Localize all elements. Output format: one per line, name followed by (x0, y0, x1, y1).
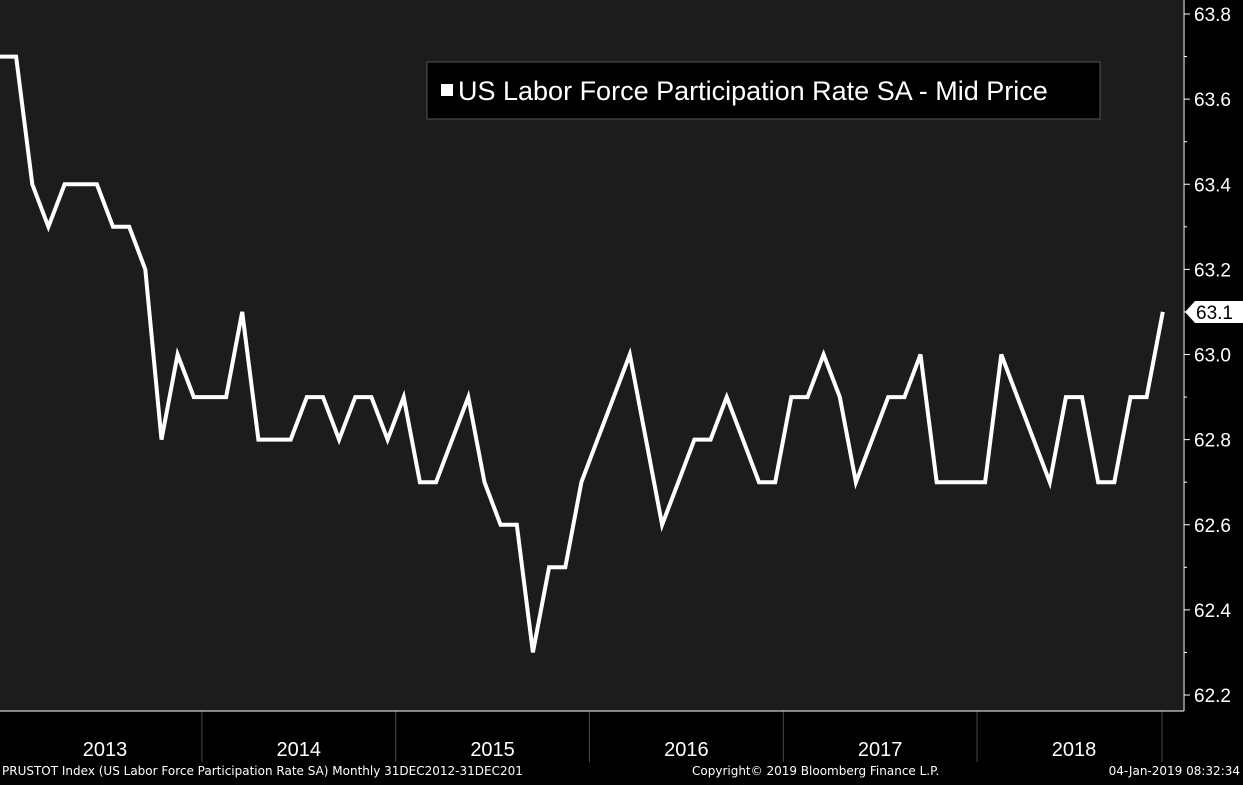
x-tick-label: 2018 (1052, 739, 1097, 761)
y-tick-label: 62.6 (1194, 516, 1231, 537)
legend-square-icon (441, 84, 453, 96)
x-tick-label: 2013 (83, 739, 128, 761)
y-axis: 62.2 62.4 62.6 62.8 63.0 63.2 63.4 63.6 63.8 (1183, 0, 1231, 711)
legend-box (426, 61, 1101, 120)
legend-label: US Labor Force Participation Rate SA - M… (458, 76, 1048, 106)
y-tick-label: 62.8 (1194, 431, 1231, 452)
footer-copyright: Copyright© 2019 Bloomberg Finance L.P. (692, 764, 940, 778)
y-tick-label: 63.8 (1194, 5, 1231, 26)
series-line (0, 54, 1165, 653)
footer-timestamp: 04-Jan-2019 08:32:34 (1108, 764, 1240, 778)
y-tick-label: 63.0 (1194, 346, 1231, 367)
y-tick-label: 63.2 (1194, 260, 1231, 281)
x-tick-label: 2015 (470, 739, 515, 761)
year-gridlines (201, 711, 1163, 762)
footer-ticker-description: PRUSTOT Index (US Labor Force Participat… (2, 764, 523, 778)
last-value-label: 63.1 (1196, 303, 1233, 324)
x-axis: 2013 2014 2015 2016 2017 2018 (0, 710, 1184, 761)
x-tick-label: 2014 (277, 739, 322, 761)
y-tick-label: 62.4 (1194, 601, 1231, 622)
x-tick-label: 2017 (858, 739, 903, 761)
last-value-marker: 63.1 (1185, 300, 1243, 324)
y-tick-label: 63.4 (1194, 175, 1231, 196)
legend: US Labor Force Participation Rate SA - M… (426, 61, 1101, 120)
last-value-badge (1185, 300, 1243, 323)
x-tick-label: 2016 (664, 739, 709, 761)
y-tick-label: 62.2 (1194, 686, 1231, 707)
y-tick-label: 63.6 (1194, 90, 1231, 111)
